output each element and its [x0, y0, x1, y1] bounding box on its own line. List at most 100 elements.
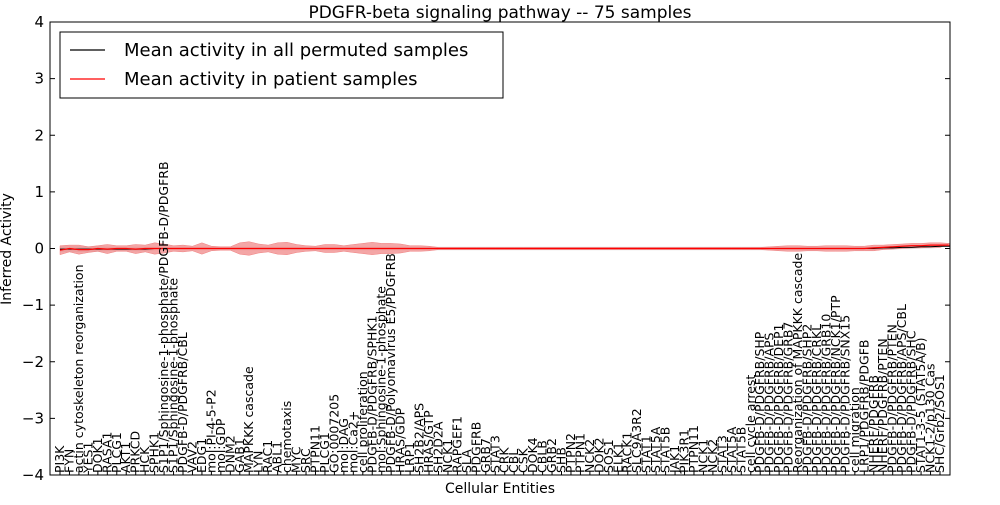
- x-tick-label: mol:DAG: [336, 418, 351, 473]
- x-tick-label: PDGFRB: [468, 422, 483, 473]
- x-tick-label: SRC: [298, 448, 313, 473]
- legend-box: [59, 31, 504, 99]
- x-tick-label: PTPN11: [686, 425, 701, 473]
- x-tick-label: PDGFB-D/PDGFRB/DEP1: [771, 324, 786, 474]
- x-tick-label: PLCG1: [317, 432, 332, 473]
- y-tick-label: 0: [34, 240, 44, 258]
- x-tick-label: SOS1: [601, 439, 616, 473]
- chart-title: PDGFR-beta signaling pathway -- 75 sampl…: [308, 3, 691, 23]
- x-tick-label: LRP1/PDGFRB/PDGFB: [856, 340, 871, 473]
- x-tick-label: STAT1-3-5 (STAT5A/B): [913, 337, 928, 473]
- series-line-patient-samples: [59, 244, 950, 251]
- x-tick-label: VAV2: [185, 441, 200, 473]
- x-tick-label: STAT5B: [733, 427, 748, 473]
- x-axis-label: Cellular Entities: [445, 481, 555, 497]
- legend-label-patient: Mean activity in patient samples: [124, 69, 418, 90]
- x-tick-label: STAT5A: [648, 426, 663, 473]
- x-tick-label: PLCG1: [109, 432, 124, 473]
- x-tick-label: NCK1: [440, 439, 455, 473]
- x-tick-label: DOK4: [525, 437, 540, 473]
- y-tick-label: −1: [22, 296, 44, 314]
- y-tick-label: −4: [22, 466, 44, 484]
- x-tick-label: PDGFB-D/PDGFRB/PTEN: [885, 324, 900, 473]
- x-tick-label: LRP1: [402, 442, 417, 473]
- x-tick-label: DOK1: [90, 437, 105, 473]
- x-tick-label: CBL: [506, 449, 521, 473]
- x-tick-label: MYC: [289, 446, 304, 473]
- x-tick-label: SH2D2A: [431, 421, 446, 473]
- x-tick-label: ELK1: [610, 442, 625, 473]
- x-tick-label: PRKCD: [128, 431, 143, 473]
- x-tick-label: SPHK1: [147, 432, 162, 473]
- x-tick-label: RAC1: [260, 440, 275, 473]
- series-layer: [59, 244, 950, 251]
- x-tick-label: GAB1: [232, 438, 247, 473]
- x-tick-label: PDGFB-D/PDGFRB/SPHK1: [364, 316, 379, 474]
- x-tick-label: PDGFB-D/PDGFRB/GRB7: [781, 322, 796, 473]
- x-tick-label: STAT3: [487, 435, 502, 473]
- x-tick-label: SLC9A3R2: [629, 408, 644, 473]
- x-tick-label: PDGFB-D/PDGFRB/SNX15: [837, 315, 852, 473]
- x-tick-label: cell proliferation: [355, 371, 370, 473]
- x-tick-label: PDGFB-D/PDGFRB/SHP2: [800, 324, 815, 473]
- x-tick-label: S1P1/Sphingosine-1-phosphate/PDGFB-D/PDG…: [156, 161, 171, 473]
- x-tick-label: cell cycle arrest: [743, 375, 758, 473]
- x-tick-label: HCK: [137, 446, 152, 473]
- x-tick-label: PDGFB-D/PDGFRB/APS: [762, 332, 777, 473]
- x-tick-label: FYN: [62, 449, 77, 473]
- x-tick-label: mol:PI-4-5-P2: [203, 389, 218, 473]
- x-tick-label: SHC/Grb2/SOS1: [932, 374, 947, 473]
- x-tick-label: DNM2: [222, 435, 237, 473]
- x-tick-label: ABL1: [270, 441, 285, 473]
- x-tick-label: NCK2: [705, 439, 720, 473]
- x-tick-label: mol:Ca2+: [345, 411, 360, 473]
- x-tick-label: GRB7: [478, 438, 493, 473]
- legend: Mean activity in all permuted samples Me…: [59, 31, 504, 99]
- y-tick-label: 2: [34, 126, 44, 144]
- x-tick-label: CRK: [497, 447, 512, 473]
- x-tick-label: PTPN11: [308, 425, 323, 473]
- x-tick-label: HRAS/GDP: [393, 407, 408, 473]
- x-tick-label: S1P1/Sphingosine-1-phosphate: [166, 278, 181, 473]
- x-tick-label: NHERF/PDGFRB: [866, 375, 881, 473]
- x-tick-label: PDGFB-D/PDGFRB/GRB10: [819, 314, 834, 473]
- x-tick-label: mol:Sphingosine-1-phosphate: [374, 286, 389, 473]
- x-tick-label: PDGFB-D/PDGFRB/SHC: [904, 330, 919, 473]
- x-tick-label: LYN: [251, 451, 266, 473]
- legend-label-permuted: Mean activity in all permuted samples: [124, 40, 468, 61]
- x-tick-label: GO:0007205: [326, 394, 341, 473]
- x-tick-label: SLA: [459, 449, 474, 473]
- x-tick-label: PDGFB-D/PDGFRB/CRKL: [809, 324, 824, 473]
- x-tick-label: CBLB: [535, 440, 550, 473]
- y-tick-label: −2: [22, 353, 44, 371]
- x-tick-label: GRB2: [544, 438, 559, 473]
- x-tick-label: PI3K: [52, 445, 67, 473]
- y-tick-label: 3: [34, 70, 44, 88]
- x-tick-label: RASA1: [99, 432, 114, 473]
- x-tick-label: HRAS/GTP: [421, 410, 436, 473]
- x-tick-label: actin cytoskeleton reorganization: [71, 264, 86, 473]
- x-tick-label: CSK: [516, 447, 531, 473]
- x-tick-label: chemotaxis: [279, 401, 294, 473]
- x-tick-label: PIK3R1: [677, 429, 692, 473]
- x-tick-label: RACK1: [620, 432, 635, 473]
- x-tick-label: STAT1: [639, 435, 654, 473]
- x-tick-label: NCK1-2/p130 Cas: [923, 363, 938, 473]
- x-tick-label: AKT1: [118, 442, 133, 473]
- x-tick-label: EDG1: [194, 438, 209, 473]
- y-axis: −4 −3 −2 −1 0 1 2 3 4: [22, 13, 950, 484]
- x-tick-label: RAPGEF1: [449, 416, 464, 473]
- x-tick-label: PDGFB-D/PDGFRB/CBL: [175, 332, 190, 473]
- x-tick-label: DOK2: [591, 437, 606, 473]
- x-tick-label: STAT3: [714, 435, 729, 473]
- x-tick-label: PTPN1: [572, 433, 587, 473]
- y-tick-label: 4: [34, 13, 44, 31]
- y-tick-label: −3: [22, 409, 44, 427]
- x-tick-label: PDGFB-D/PDGFRB/NCK1/PTP: [828, 295, 843, 473]
- x-tick-label: YES1: [80, 442, 95, 474]
- x-tick-label: Reorganization of MAPKKK cascade: [790, 253, 805, 473]
- x-tick-label: PTPN2: [563, 433, 578, 473]
